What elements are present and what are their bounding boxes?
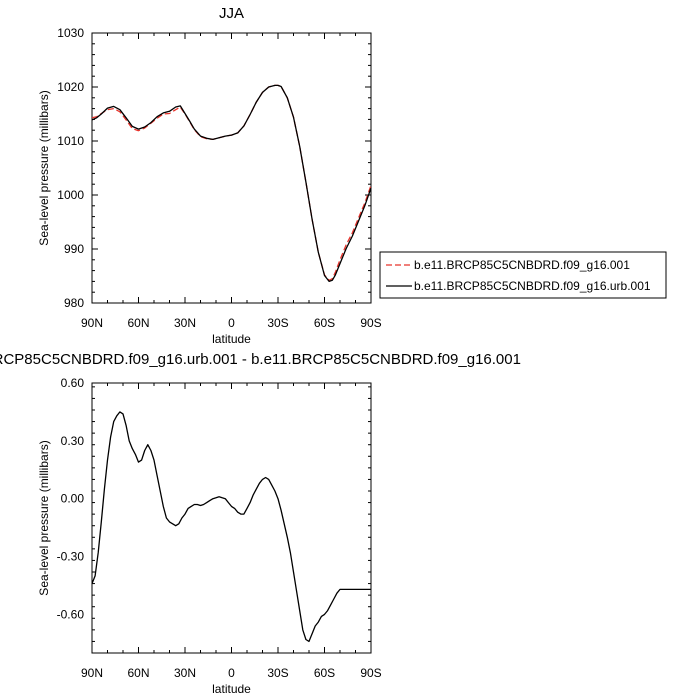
- y-tick-label: 0.60: [61, 376, 85, 390]
- y-tick-label: -0.30: [57, 550, 85, 564]
- y-tick-label: 990: [64, 242, 84, 256]
- x-tick-label: 30N: [174, 666, 196, 680]
- y-tick-label: 1020: [57, 80, 84, 94]
- x-tick-label: 30S: [267, 666, 288, 680]
- y-tick-label: 980: [64, 296, 84, 310]
- series-line-1: [91, 84, 372, 283]
- x-tick-label: 60N: [127, 666, 149, 680]
- x-tick-label: 0: [228, 316, 235, 330]
- y-tick-label: 0.30: [61, 434, 85, 448]
- x-tick-label: 90S: [360, 666, 381, 680]
- y-tick-label: 1030: [57, 26, 84, 40]
- plot-frame: [91, 382, 372, 654]
- y-tick-label: 1000: [57, 188, 84, 202]
- x-tick-label: 90S: [360, 316, 381, 330]
- x-tick-label: 90N: [81, 666, 103, 680]
- y-axis-label: Sea-level pressure (millibars): [37, 90, 51, 245]
- series-line-0: [91, 84, 372, 281]
- x-tick-label: 60S: [314, 666, 335, 680]
- legend-box: [379, 251, 667, 299]
- x-tick-label: 30N: [174, 316, 196, 330]
- x-tick-label: 90N: [81, 316, 103, 330]
- y-tick-label: 1010: [57, 134, 84, 148]
- legend-label: b.e11.BRCP85C5CNBDRD.f09_g16.urb.001: [414, 279, 651, 293]
- legend-label: b.e11.BRCP85C5CNBDRD.f09_g16.001: [414, 258, 630, 272]
- y-tick-label: 0.00: [61, 492, 85, 506]
- x-axis-label: latitude: [212, 682, 251, 696]
- y-axis-label: Sea-level pressure (millibars): [37, 440, 51, 595]
- plot-frame: [91, 32, 372, 304]
- x-tick-label: 0: [228, 666, 235, 680]
- y-tick-label: -0.60: [57, 607, 85, 621]
- series-line-0: [91, 411, 371, 643]
- x-axis-label: latitude: [212, 332, 251, 346]
- x-tick-label: 60S: [314, 316, 335, 330]
- x-tick-label: 30S: [267, 316, 288, 330]
- x-tick-label: 60N: [127, 316, 149, 330]
- chart-title: JJA: [219, 5, 244, 22]
- chart-title: b.e11.BRCP85C5CNBDRD.f09_g16.urb.001 - b…: [0, 351, 521, 368]
